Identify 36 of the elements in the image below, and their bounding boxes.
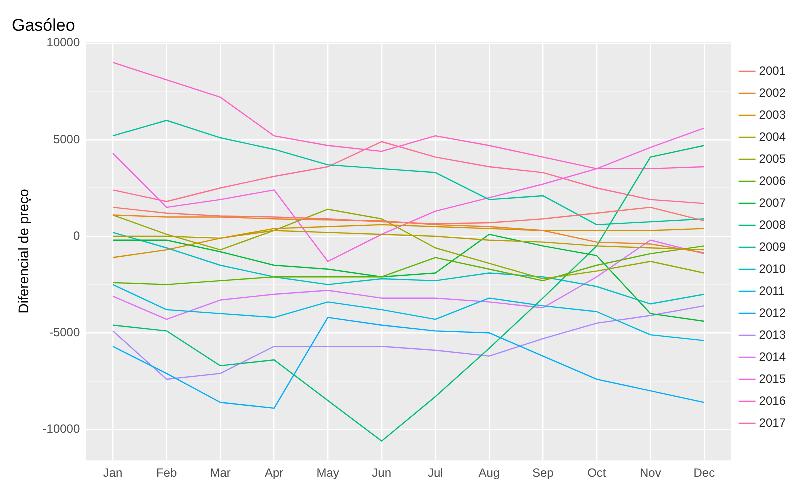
y-tick-label: -5000 <box>49 325 80 340</box>
x-tick-label: Nov <box>640 466 662 480</box>
legend-label: 2007 <box>759 196 786 210</box>
x-tick-label: Aug <box>478 466 500 480</box>
legend-label: 2002 <box>759 86 786 100</box>
legend-label: 2008 <box>759 218 786 232</box>
legend-label: 2017 <box>759 416 786 430</box>
x-tick-label: Jul <box>428 466 444 480</box>
y-tick-label: 5000 <box>53 132 80 146</box>
x-tick-label: Apr <box>264 466 284 480</box>
x-tick-label: May <box>316 466 340 480</box>
legend-label: 2010 <box>759 262 786 276</box>
legend-label: 2006 <box>759 174 786 188</box>
legend-label: 2005 <box>759 152 786 166</box>
legend-label: 2013 <box>759 328 786 342</box>
y-axis-title: Diferencial de preço <box>15 189 32 314</box>
x-tick-label: Jan <box>103 466 123 480</box>
legend-label: 2004 <box>759 130 786 144</box>
y-tick-label: 0 <box>73 228 80 243</box>
x-tick-label: Feb <box>156 466 178 480</box>
legend-label: 2016 <box>759 394 786 408</box>
x-tick-label: Dec <box>694 466 716 480</box>
legend-label: 2009 <box>759 240 786 254</box>
chart-title: Gasóleo <box>12 16 76 35</box>
legend-label: 2012 <box>759 306 786 320</box>
x-tick-label: Jun <box>372 466 392 480</box>
legend-label: 2011 <box>759 284 786 298</box>
legend-label: 2001 <box>759 64 786 78</box>
legend-label: 2003 <box>759 108 786 122</box>
y-tick-label: -10000 <box>42 422 80 436</box>
x-tick-label: Mar <box>210 466 231 480</box>
x-tick-label: Sep <box>532 466 554 480</box>
legend-label: 2015 <box>759 372 786 386</box>
legend-label: 2014 <box>759 350 786 364</box>
x-tick-label: Oct <box>588 466 607 480</box>
y-tick-label: 10000 <box>46 36 80 50</box>
